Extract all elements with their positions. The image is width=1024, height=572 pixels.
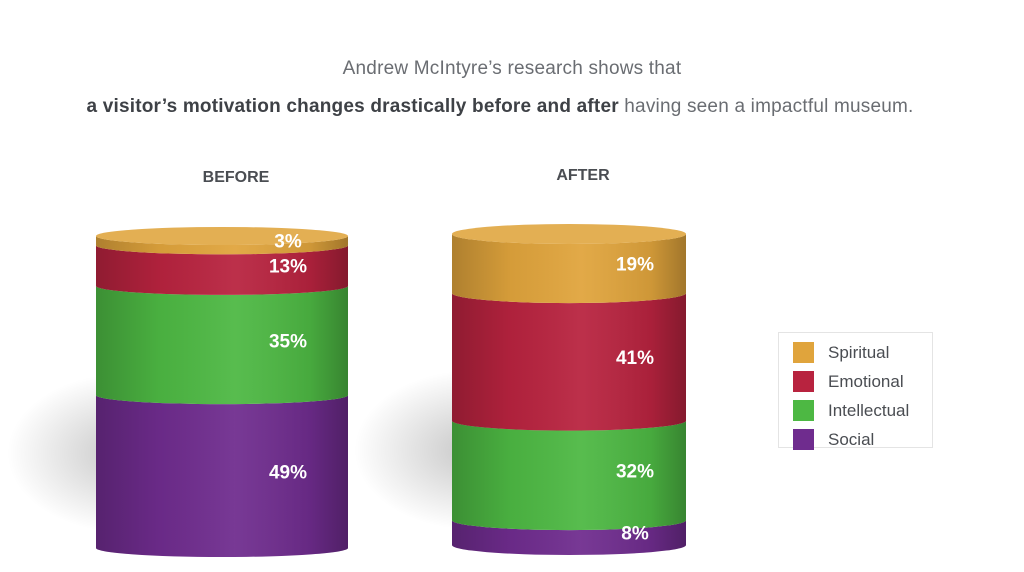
- cylinder-top-before: [96, 227, 348, 245]
- segment-shade: [96, 236, 348, 255]
- segment-shade: [452, 520, 687, 555]
- value-label-before-social: 49%: [269, 463, 307, 484]
- legend-swatch: [793, 342, 814, 363]
- legend-swatch: [793, 429, 814, 450]
- segment-shade: [96, 285, 348, 405]
- headline-rest: having seen a impactful museum.: [618, 96, 914, 117]
- cylinder-top-highlight: [452, 224, 686, 244]
- value-label-after-intellectual: 32%: [616, 461, 654, 482]
- category-label-before: BEFORE: [203, 169, 270, 186]
- value-label-before-intellectual: 35%: [269, 332, 307, 353]
- segment-shade: [96, 395, 348, 557]
- segment-shade: [452, 234, 687, 304]
- legend-label: Social: [828, 429, 875, 449]
- segment-shade: [452, 293, 687, 431]
- legend: Spiritual Emotional Intellectual Social: [778, 332, 933, 450]
- headline: a visitor’s motivation changes drastical…: [0, 96, 1000, 118]
- headline-bold: a visitor’s motivation changes drastical…: [86, 96, 619, 117]
- category-label-after: AFTER: [556, 167, 610, 184]
- subtitle: Andrew McIntyre’s research shows that: [342, 58, 682, 79]
- segment-shade: [96, 245, 348, 295]
- legend-item-spiritual: Spiritual: [779, 338, 932, 367]
- value-label-after-emotional: 41%: [616, 348, 654, 369]
- value-label-after-spiritual: 19%: [616, 255, 654, 276]
- legend-swatch: [793, 371, 814, 392]
- cylinder-top-after: [452, 224, 686, 244]
- legend-swatch: [793, 400, 814, 421]
- cylinder-top-highlight: [96, 227, 348, 245]
- value-label-before-emotional: 13%: [269, 257, 307, 278]
- legend-item-intellectual: Intellectual: [779, 396, 932, 425]
- value-label-after-social: 8%: [621, 524, 649, 545]
- legend-label: Emotional: [828, 371, 904, 391]
- legend-label: Spiritual: [828, 342, 890, 362]
- value-label-before-spiritual: 3%: [274, 232, 302, 253]
- legend-label: Intellectual: [828, 400, 910, 420]
- segment-shade: [452, 420, 687, 531]
- legend-item-emotional: Emotional: [779, 367, 932, 396]
- legend-item-social: Social: [779, 425, 932, 454]
